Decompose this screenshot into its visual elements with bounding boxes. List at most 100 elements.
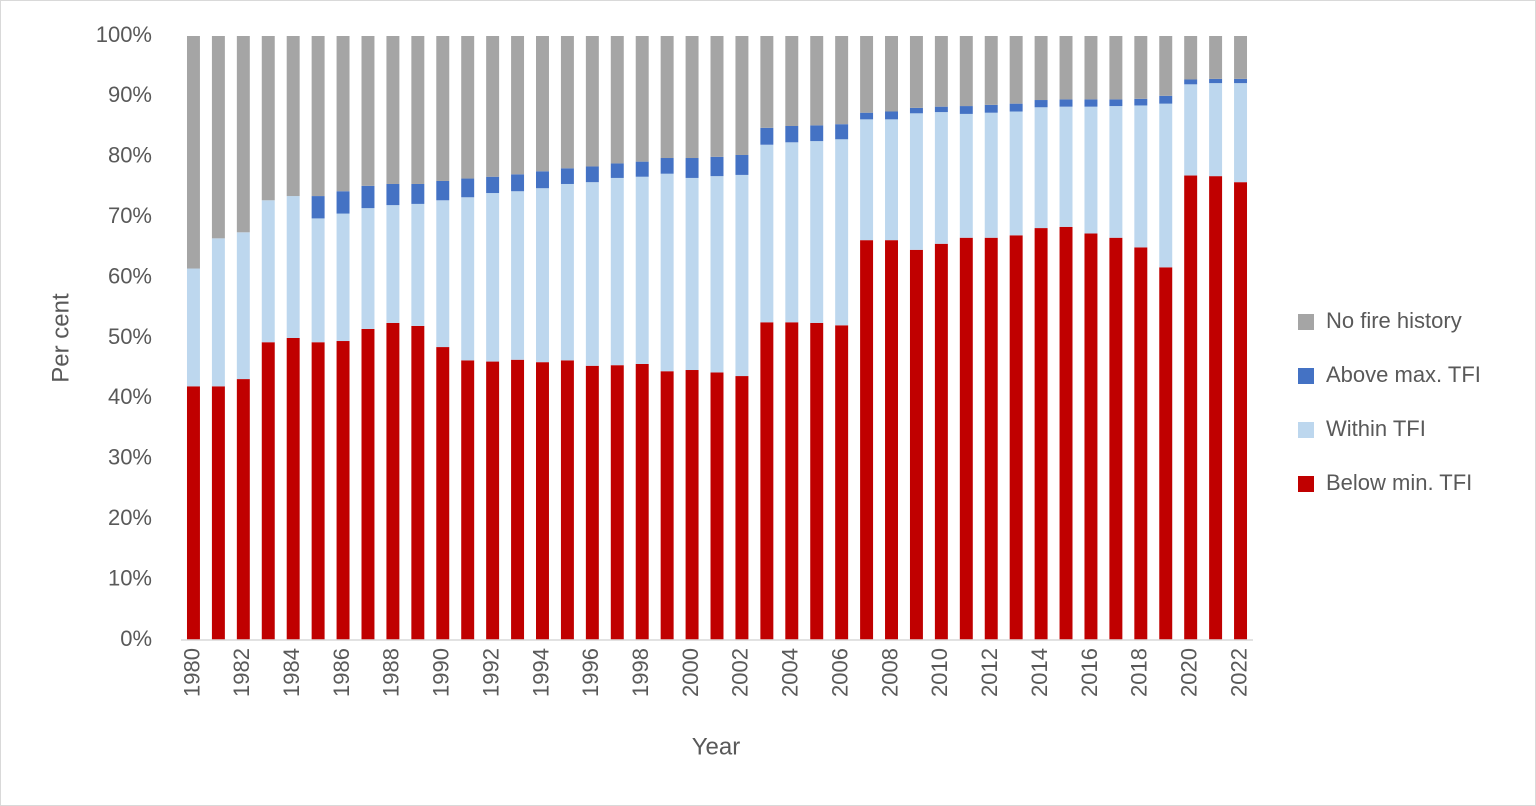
y-tick-label: 20% [108, 505, 152, 530]
bar-segment [685, 158, 699, 178]
bar-segment [585, 182, 599, 366]
bar-segment [436, 180, 450, 201]
bar-segment [785, 322, 799, 640]
x-tick-label: 2020 [1176, 648, 1201, 697]
bar-segment [411, 183, 425, 204]
bar-segment [1184, 79, 1198, 85]
x-tick-label: 2018 [1127, 648, 1152, 697]
bar-segment [959, 36, 973, 107]
x-tick-label: 1990 [429, 648, 454, 697]
bar-segment [1184, 36, 1198, 80]
x-tick-label: 2014 [1027, 648, 1052, 697]
bar-segment [885, 119, 898, 241]
legend-label: Within TFI [1326, 416, 1426, 441]
bar-segment [909, 107, 923, 114]
bar-segment [710, 36, 724, 157]
bar-segment [785, 142, 799, 323]
x-tick-label: 1998 [628, 648, 653, 697]
bar-segment [511, 191, 525, 360]
bar-segment [436, 200, 450, 348]
x-tick-label: 1984 [279, 648, 304, 697]
x-tick-label: 2000 [678, 648, 703, 697]
bar-segment [735, 174, 749, 377]
bar-segment [361, 328, 375, 640]
bar-segment [909, 36, 923, 108]
bar-segment [610, 163, 624, 178]
x-tick-label: 1988 [379, 648, 404, 697]
bar-segment [610, 177, 624, 366]
x-tick-label: 1986 [329, 648, 354, 697]
x-tick-label: 2022 [1226, 648, 1251, 697]
bar-segment [860, 240, 874, 641]
bar-segment [361, 208, 375, 329]
bar-segment [1084, 36, 1098, 100]
bar-segment [1184, 84, 1198, 176]
bar-segment [211, 386, 225, 640]
bar-segment [536, 188, 549, 363]
bar-segment [1209, 176, 1223, 641]
bar-segment [286, 338, 300, 640]
bar-segment [909, 249, 923, 641]
bar-segment [461, 197, 475, 361]
bar-segment [610, 36, 624, 164]
x-axis-title: Year [692, 733, 741, 760]
bar-segment [934, 36, 948, 107]
bar-segment [336, 341, 350, 640]
bar-segment [885, 240, 898, 641]
bar-segment [1209, 83, 1223, 177]
bar-segment [959, 237, 973, 640]
bar-segment [511, 359, 525, 640]
bar-segment [1109, 237, 1123, 640]
bar-segment [236, 379, 250, 640]
bar-segment [934, 106, 948, 113]
y-tick-label: 30% [108, 445, 152, 470]
bar-segment [536, 171, 549, 189]
bar-segment [336, 213, 350, 342]
bar-segment [860, 36, 874, 113]
bar-segment [635, 161, 649, 177]
bar-segment [785, 36, 799, 126]
bar-segment [1109, 36, 1123, 100]
y-tick-label: 100% [96, 22, 152, 47]
bar-segment [411, 36, 425, 184]
bar-segment [386, 183, 400, 206]
x-tick-label: 2004 [778, 648, 803, 697]
bar-segment [261, 36, 275, 201]
bar-segment [735, 36, 749, 155]
bar-segment [1034, 100, 1048, 108]
bar-segment [186, 36, 200, 269]
bar-segment [885, 111, 898, 120]
bar-segment [1059, 36, 1073, 100]
legend-label: No fire history [1326, 308, 1462, 333]
bar-segment [835, 325, 849, 640]
bar-segment [411, 203, 425, 326]
bar-segment [735, 154, 749, 175]
bar-segment [810, 322, 824, 640]
bar-segment [685, 36, 699, 159]
x-tick-label: 1980 [179, 648, 204, 697]
y-tick-label: 70% [108, 203, 152, 228]
bar-segment [560, 183, 574, 361]
bar-segment [760, 36, 774, 128]
bar-segment [461, 360, 475, 640]
bar-segment [1159, 267, 1173, 640]
bar-segment [934, 243, 948, 640]
bar-segment [411, 325, 425, 640]
bar-segment [236, 36, 250, 233]
bar-segment [261, 200, 275, 343]
bar-segment [1034, 228, 1048, 640]
x-tick-label: 2012 [977, 648, 1002, 697]
bar-segment [286, 196, 300, 338]
y-tick-label: 60% [108, 263, 152, 288]
bar-segment [760, 322, 774, 640]
bar-segment [386, 36, 400, 184]
bar-segment [785, 125, 799, 143]
bar-segment [885, 36, 898, 112]
bar-segment [835, 36, 849, 125]
bar-segment [635, 363, 649, 640]
bar-segment [536, 362, 549, 640]
x-tick-label: 1996 [578, 648, 603, 697]
bar-segment [461, 36, 475, 179]
bar-segment [984, 237, 998, 640]
